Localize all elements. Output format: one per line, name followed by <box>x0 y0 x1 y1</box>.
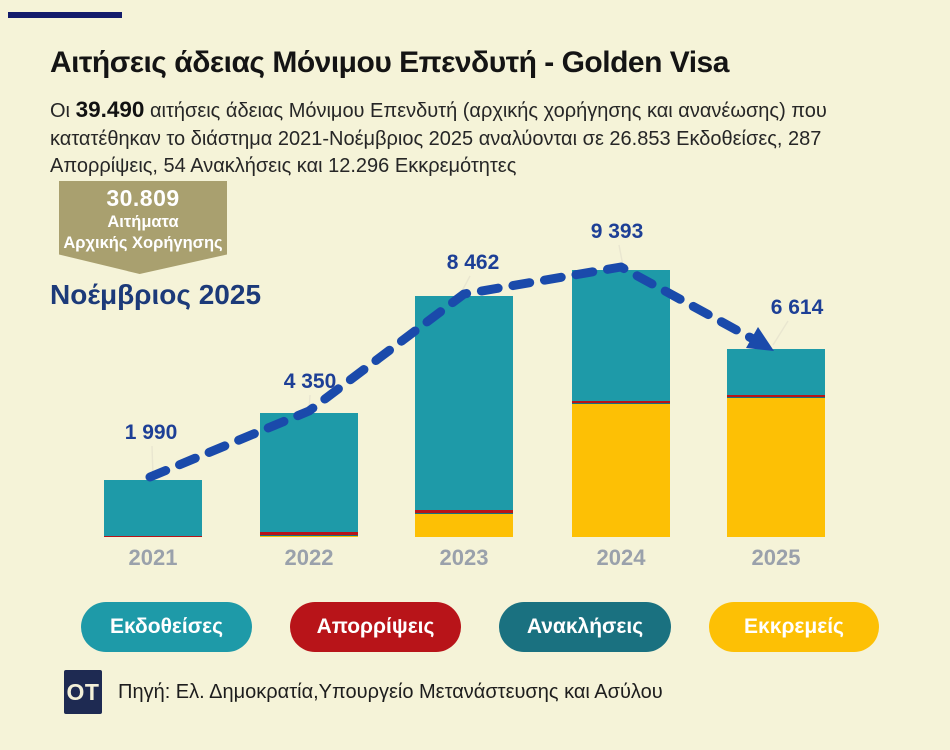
initial-grant-badge: 30.809 Αιτήματα Αρχικής Χορήγησης <box>59 181 227 274</box>
x-axis-label-2025: 2025 <box>751 545 801 570</box>
x-axis-label-2023: 2023 <box>439 545 489 570</box>
value-label-2022: 4 350 <box>283 370 337 393</box>
bar-segment-Απορρίψεις-2023 <box>415 509 513 513</box>
value-label-2021: 1 990 <box>124 421 178 444</box>
trend-arrow-icon <box>746 327 774 351</box>
bar-segment-Εκκρεμείς-2022 <box>260 535 358 537</box>
legend-pill-Απορρίψεις[interactable]: Απορρίψεις <box>290 602 461 652</box>
legend-label: Ανακλήσεις <box>526 615 644 638</box>
intro-paragraph: Οι 39.490 αιτήσεις άδειας Μόνιμου Επενδυ… <box>50 94 860 181</box>
badge-line1: Αιτήματα <box>107 213 179 231</box>
intro-prefix: Οι <box>50 100 76 122</box>
x-axis-label-2024: 2024 <box>596 545 646 570</box>
bar-segment-Εκδοθείσες-2022 <box>260 413 358 533</box>
bar-segment-Εκδοθείσες-2021 <box>104 480 202 536</box>
intro-rest: αιτήσεις άδειας Μόνιμου Επενδυτή (αρχική… <box>50 100 827 178</box>
bar-segment-Απορρίψεις-2022 <box>260 532 358 535</box>
bar-segment-Εκκρεμείς-2021 <box>104 536 202 537</box>
bar-segment-Εκκρεμείς-2025 <box>727 397 825 537</box>
legend-pill-Εκκρεμείς[interactable]: Εκκρεμείς <box>709 602 879 652</box>
source-text: Πηγή: Ελ. Δημοκρατία,Υπουργείο Μετανάστε… <box>118 680 663 703</box>
value-label-2025: 6 614 <box>770 296 824 319</box>
bar-segment-Εκκρεμείς-2024 <box>572 403 670 537</box>
legend-pill-Εκδοθείσες[interactable]: Εκδοθείσες <box>81 602 252 652</box>
leader-line-2025 <box>772 320 789 346</box>
legend-label: Εκδοθείσες <box>110 615 223 638</box>
x-axis-label-2021: 2021 <box>128 545 178 570</box>
legend-pill-Ανακλήσεις[interactable]: Ανακλήσεις <box>499 602 671 652</box>
bar-segment-Εκκρεμείς-2023 <box>415 513 513 537</box>
brand-accent-bar <box>8 12 122 18</box>
badge-line2: Αρχικής Χορήγησης <box>63 234 223 253</box>
value-label-2023: 8 462 <box>446 251 500 274</box>
leader-line-2022 <box>308 394 311 411</box>
value-label-2024: 9 393 <box>590 220 644 243</box>
bar-segment-Εκδοθείσες-2023 <box>415 296 513 510</box>
leader-line-2024 <box>618 244 624 267</box>
leader-line-2021 <box>151 445 154 477</box>
leader-line-2023 <box>460 275 471 294</box>
bar-segment-Απορρίψεις-2021 <box>104 535 202 537</box>
bar-segment-Απορρίψεις-2024 <box>572 401 670 404</box>
x-axis-label-2022: 2022 <box>284 545 334 570</box>
page-title: Αιτήσεις άδειας Μόνιμου Επενδυτή - Golde… <box>50 46 729 80</box>
ot-logo: OT <box>64 670 102 714</box>
legend-label: Απορρίψεις <box>316 615 435 638</box>
bar-segment-Απορρίψεις-2025 <box>727 395 825 398</box>
legend-label: Εκκρεμείς <box>744 615 844 638</box>
badge-value: 30.809 <box>106 185 180 211</box>
bar-segment-Εκδοθείσες-2025 <box>727 348 825 396</box>
bar-segment-Εκδοθείσες-2024 <box>572 269 670 402</box>
intro-total-number: 39.490 <box>75 97 145 122</box>
